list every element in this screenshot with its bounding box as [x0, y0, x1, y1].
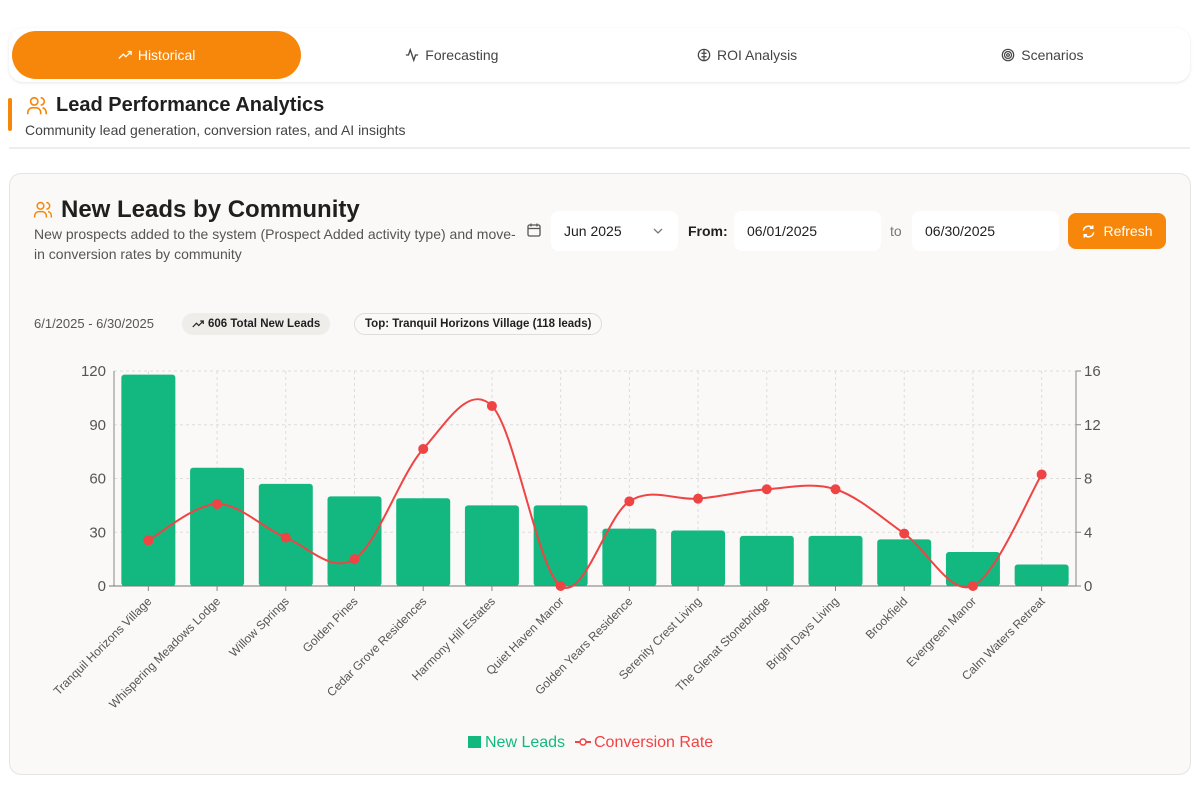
trending-up-icon: [192, 320, 204, 328]
section-title: Lead Performance Analytics: [26, 94, 324, 117]
users-icon: [33, 201, 53, 218]
tab-scenarios[interactable]: Scenarios: [898, 31, 1187, 79]
tab-forecasting[interactable]: Forecasting: [307, 31, 596, 79]
divider: [9, 147, 1190, 149]
trending-up-icon: [118, 50, 132, 59]
to-label: to: [890, 223, 902, 239]
top-community-badge: Top: Tranquil Horizons Village (118 lead…: [354, 313, 603, 335]
target-icon: [1001, 48, 1015, 62]
tab-roi-analysis[interactable]: ROI Analysis: [603, 31, 892, 79]
refresh-button[interactable]: Refresh: [1068, 213, 1166, 249]
month-select-value: Jun 2025: [564, 223, 622, 239]
calendar-icon: [527, 223, 541, 237]
total-leads-badge: 606 Total New Leads: [182, 313, 331, 335]
from-date-input[interactable]: 06/01/2025: [734, 211, 881, 251]
tab-label: Scenarios: [1021, 47, 1084, 63]
tab-label: Historical: [137, 47, 196, 63]
date-range: 6/1/2025 - 6/30/2025: [34, 316, 154, 331]
view-tabs: Historical Forecasting ROI Analysis Scen…: [9, 28, 1190, 82]
brain-icon: [697, 48, 711, 62]
card-title-text: New Leads by Community: [61, 196, 360, 223]
section-subtitle: Community lead generation, conversion ra…: [25, 122, 406, 138]
refresh-icon: [1083, 224, 1095, 238]
section-title-text: Lead Performance Analytics: [56, 94, 325, 116]
tab-label: ROI Analysis: [717, 47, 798, 63]
card-subtitle: New prospects added to the system (Prosp…: [34, 226, 516, 262]
refresh-label: Refresh: [1103, 223, 1153, 239]
card-title: New Leads by Community: [33, 196, 360, 224]
section-accent-bar: [8, 98, 12, 131]
users-icon: [27, 96, 47, 114]
from-label: From:: [688, 223, 728, 239]
activity-icon: [406, 48, 419, 62]
tab-label: Forecasting: [425, 47, 499, 63]
chevron-down-icon: [653, 228, 663, 234]
total-leads-text: 606 Total New Leads: [208, 318, 321, 330]
month-select[interactable]: Jun 2025: [551, 211, 678, 251]
tab-historical[interactable]: Historical: [12, 31, 302, 79]
to-date-input[interactable]: 06/30/2025: [912, 211, 1059, 251]
